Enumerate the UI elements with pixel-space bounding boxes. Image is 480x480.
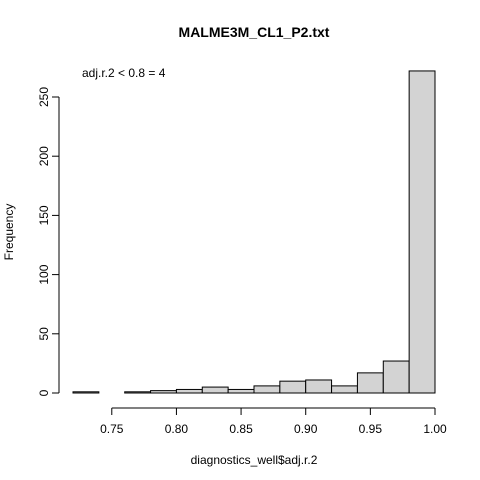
histogram-bar [201,386,229,394]
y-tick-label: 100 [37,264,51,284]
histogram-bar [408,70,436,394]
histogram-bar [331,385,358,394]
histogram-bar [175,388,203,394]
x-tick-label: 0.95 [359,422,383,436]
chart-title: MALME3M_CL1_P2.txt [179,24,330,40]
x-tick-label: 1.00 [423,422,447,436]
histogram-bar [382,360,410,394]
x-tick-label: 0.85 [229,422,253,436]
histogram-bars [72,70,436,394]
x-axis-label: diagnostics_well$adj.r.2 [191,453,318,467]
histogram-bar [253,385,281,394]
chart-annotation: adj.r.2 < 0.8 = 4 [82,66,166,80]
x-axis: 0.75 0.80 0.85 0.90 0.95 1.00 [100,407,447,436]
y-axis: 0 50 100 150 200 250 [37,87,60,396]
histogram-bar [305,379,333,394]
histogram-bar [72,391,100,394]
histogram-bar [279,380,307,394]
x-tick-label: 0.80 [165,422,189,436]
y-tick-label: 250 [37,87,51,107]
y-tick-label: 0 [37,389,51,396]
histogram-bar [150,390,177,394]
histogram-bar [227,388,255,394]
y-tick-label: 200 [37,146,51,166]
histogram-bar [356,372,384,394]
y-tick-label: 150 [37,205,51,225]
y-tick-label: 50 [37,327,51,341]
y-axis-label: Frequency [2,204,16,261]
x-tick-label: 0.90 [294,422,318,436]
x-tick-label: 0.75 [100,422,124,436]
histogram-bar [124,391,152,394]
